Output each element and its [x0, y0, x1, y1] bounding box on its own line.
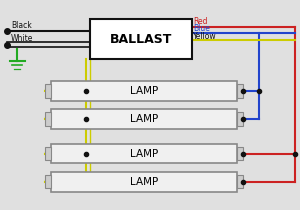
Bar [45, 147, 52, 160]
Text: BALLAST: BALLAST [110, 33, 172, 46]
Bar [237, 84, 243, 98]
Text: White: White [11, 34, 34, 43]
Bar [90, 20, 192, 59]
Bar [52, 81, 237, 101]
Bar [237, 175, 243, 188]
Bar [237, 147, 243, 160]
Bar [52, 144, 237, 163]
Bar [237, 112, 243, 126]
Text: LAMP: LAMP [130, 148, 158, 159]
Text: Black: Black [11, 21, 32, 30]
Text: Blue: Blue [193, 24, 210, 33]
Text: LAMP: LAMP [130, 177, 158, 187]
Bar [45, 175, 52, 188]
Bar [45, 112, 52, 126]
Text: Yellow: Yellow [193, 32, 217, 41]
Text: LAMP: LAMP [130, 114, 158, 124]
Bar [52, 172, 237, 192]
Text: Red: Red [193, 17, 208, 26]
Text: LAMP: LAMP [130, 86, 158, 96]
Bar [45, 84, 52, 98]
Bar [52, 109, 237, 129]
